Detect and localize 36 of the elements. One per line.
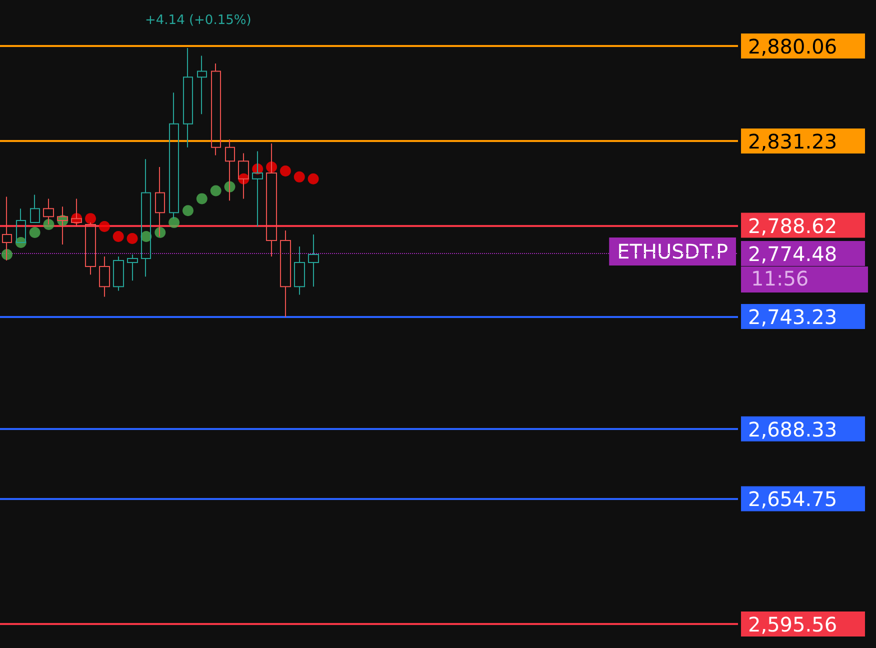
candlestick bbox=[280, 230, 291, 318]
candlestick bbox=[294, 246, 305, 296]
point bbox=[168, 217, 180, 228]
y-tick-label: 2,743.23 bbox=[748, 305, 838, 329]
candlestick bbox=[113, 256, 124, 292]
y-tick-label: 2,788.62 bbox=[748, 214, 838, 238]
point bbox=[154, 227, 166, 238]
point bbox=[280, 166, 291, 176]
point bbox=[85, 213, 96, 224]
point bbox=[98, 221, 110, 232]
candlestick bbox=[197, 55, 207, 115]
text: 11:56 bbox=[751, 266, 809, 291]
point bbox=[308, 173, 319, 184]
point bbox=[210, 185, 222, 196]
point bbox=[112, 231, 124, 242]
point bbox=[126, 233, 138, 244]
y-tick-label: 2,654.75 bbox=[748, 487, 838, 512]
candlestick bbox=[127, 254, 138, 282]
point bbox=[196, 193, 208, 204]
point bbox=[294, 171, 305, 182]
candlestick bbox=[183, 48, 193, 148]
candlestick bbox=[30, 194, 40, 224]
y-tick-label: 2,688.33 bbox=[748, 417, 838, 442]
y-tick-label: 2,880.06 bbox=[748, 34, 838, 58]
candlestick bbox=[211, 63, 221, 156]
candlestick bbox=[99, 256, 110, 298]
candlestick bbox=[308, 234, 319, 288]
y-tick-label: 2,595.56 bbox=[748, 612, 838, 636]
y-tick-label: 2,774.48 bbox=[748, 242, 838, 266]
text: +4.14 (+0.15%) bbox=[145, 13, 252, 28]
annotation: ETHUSDT.P bbox=[617, 240, 728, 264]
y-tick-label: 2,831.23 bbox=[748, 130, 838, 154]
point bbox=[182, 205, 194, 216]
point bbox=[43, 219, 54, 230]
point bbox=[29, 227, 40, 238]
candlestick bbox=[155, 166, 165, 238]
